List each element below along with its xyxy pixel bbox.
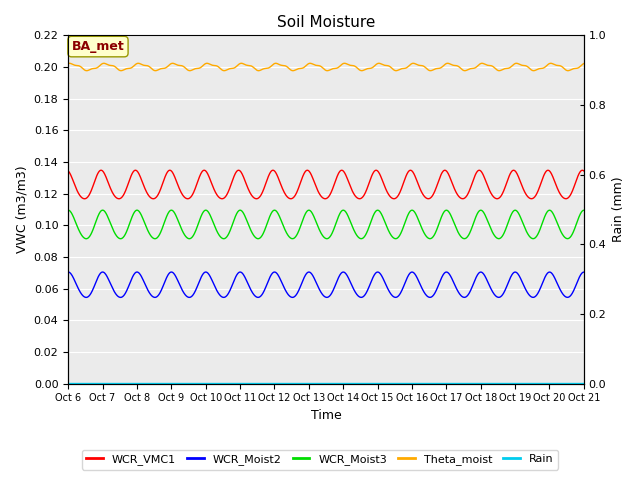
Y-axis label: Rain (mm): Rain (mm)	[612, 177, 625, 242]
Text: BA_met: BA_met	[72, 40, 124, 53]
Y-axis label: VWC (m3/m3): VWC (m3/m3)	[15, 166, 28, 253]
X-axis label: Time: Time	[310, 409, 341, 422]
Legend: WCR_VMC1, WCR_Moist2, WCR_Moist3, Theta_moist, Rain: WCR_VMC1, WCR_Moist2, WCR_Moist3, Theta_…	[82, 450, 558, 469]
Title: Soil Moisture: Soil Moisture	[277, 15, 375, 30]
